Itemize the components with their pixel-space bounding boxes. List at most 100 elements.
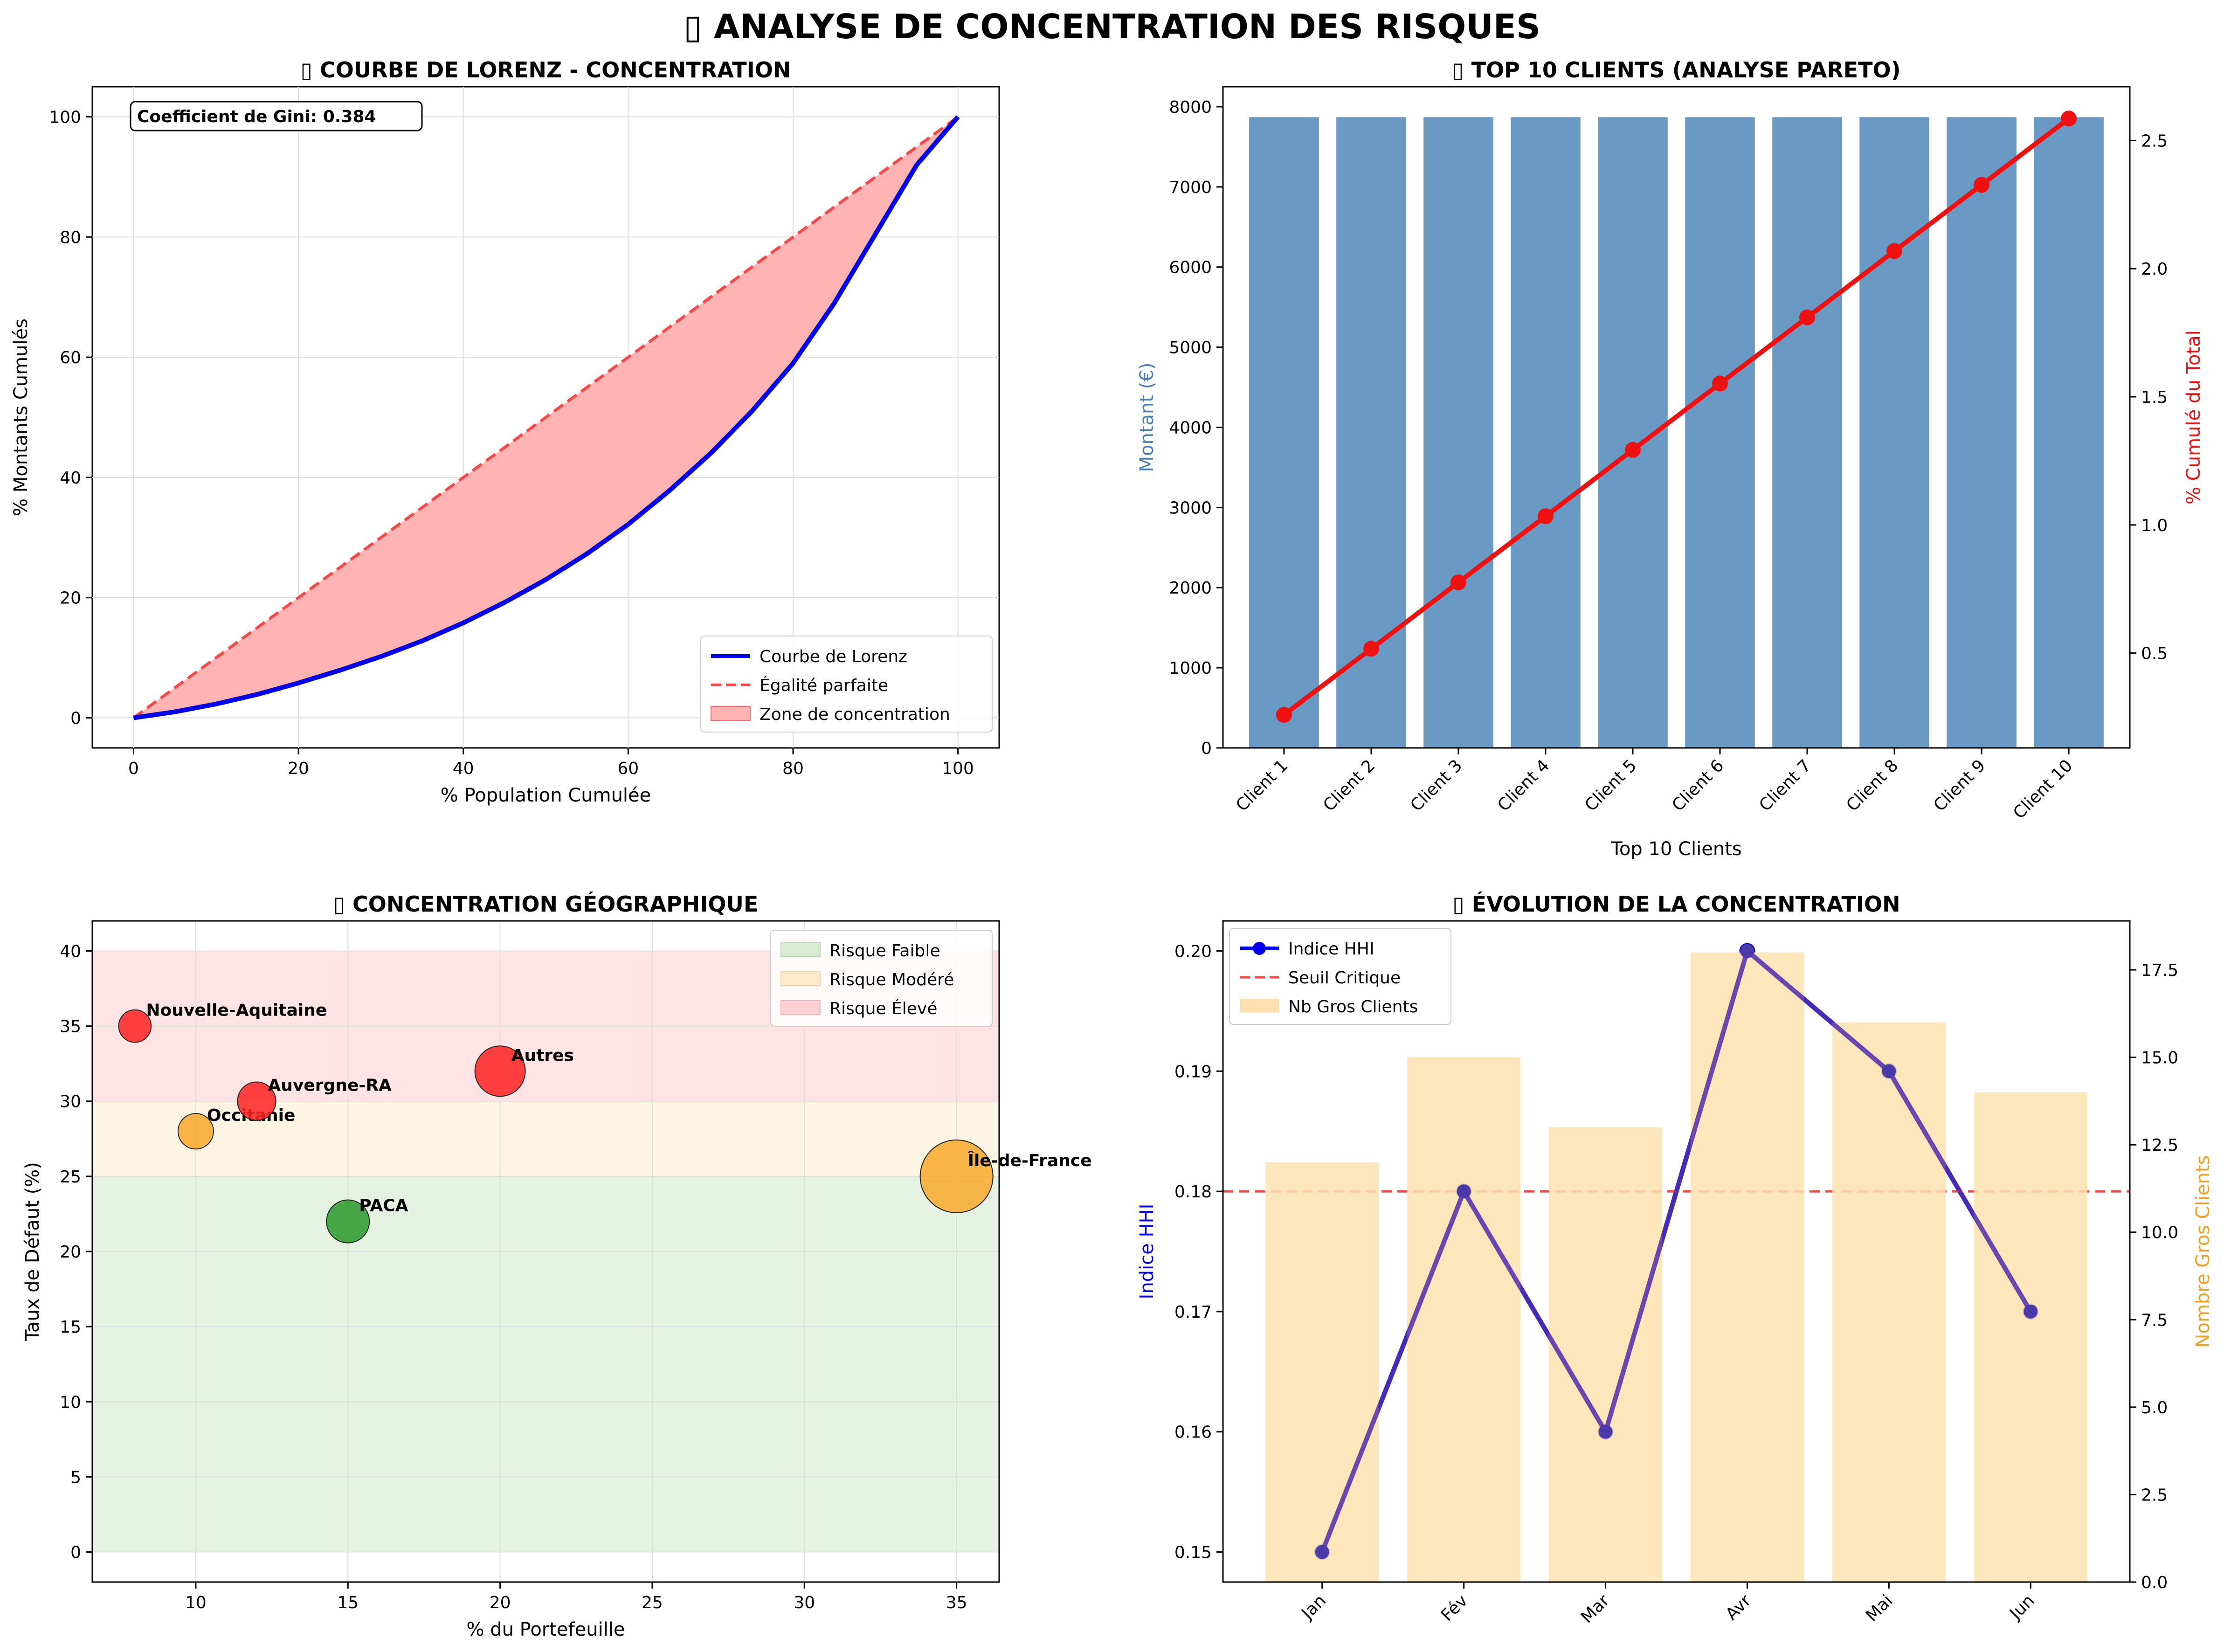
y-tick-label: 0.18 xyxy=(1174,1182,1212,1202)
plot-frame xyxy=(1222,86,2131,749)
region-point xyxy=(474,1045,526,1097)
y2-tick-label: 10.0 xyxy=(2141,1223,2178,1243)
hhi-point-overlay xyxy=(1457,1184,1471,1199)
hhi-line-overlay xyxy=(1320,947,2033,1553)
pareto-bar xyxy=(1511,117,1581,748)
x-tick-label: Client 6 xyxy=(1668,756,1727,815)
y-tick-label: 30 xyxy=(60,1092,81,1112)
hhi-point-overlay xyxy=(1598,1424,1613,1439)
risk-band xyxy=(92,1176,999,1552)
region-label: Auvergne-RA xyxy=(268,1076,392,1095)
y-tick-label: 3000 xyxy=(1169,498,1212,518)
legend-label: Nb Gros Clients xyxy=(1288,997,1418,1016)
plot-frame xyxy=(91,920,1000,1583)
cumulative-point xyxy=(1450,574,1466,590)
hhi-point-overlay xyxy=(2024,1304,2038,1319)
region-point xyxy=(237,1081,276,1121)
cumulative-point xyxy=(1974,177,1990,193)
legend-box xyxy=(770,930,993,1027)
x-axis-label: Top 10 Clients xyxy=(1610,838,1741,860)
y-tick-label: 5000 xyxy=(1169,339,1212,358)
x-tick-label: 20 xyxy=(288,759,309,778)
cumulative-point xyxy=(1276,707,1292,723)
pareto-chart: ▯ TOP 10 CLIENTS (ANALYSE PARETO) 0 1000 20… xyxy=(1136,57,2204,860)
y-tick-label: 0 xyxy=(70,709,81,728)
hhi-point-overlay xyxy=(1315,1545,1329,1559)
legend-label: Risque Modéré xyxy=(829,970,954,989)
y-tick-label: 0 xyxy=(1201,739,1212,758)
gini-box xyxy=(130,101,423,131)
y-tick-label: 0.16 xyxy=(1174,1423,1212,1442)
y-axis-label: Montant (€) xyxy=(1136,363,1158,472)
x-tick-label: 80 xyxy=(782,759,804,778)
pareto-bar xyxy=(1947,117,2017,748)
x-tick-label: Client 3 xyxy=(1407,756,1466,815)
x-tick-label: Avr xyxy=(1722,1591,1755,1624)
legend-label: Égalité parfaite xyxy=(760,676,888,695)
page-title: ▯ ANALYSE DE CONCENTRATION DES RISQUES xyxy=(684,7,1540,46)
pareto-bar xyxy=(2034,117,2104,748)
big-clients-bar xyxy=(1265,1162,1379,1582)
legend-label: Risque Faible xyxy=(829,941,940,961)
y-tick-label: 100 xyxy=(49,108,81,127)
x-tick-label: Client 9 xyxy=(1930,756,1989,815)
legend-label: Zone de concentration xyxy=(760,705,950,724)
region-label: Autres xyxy=(511,1046,574,1065)
legend-swatch xyxy=(780,942,821,957)
y-tick-label: 80 xyxy=(60,228,81,247)
cumulative-point xyxy=(1537,508,1554,525)
y-tick-label: 35 xyxy=(60,1017,81,1037)
region-point xyxy=(326,1199,370,1244)
cumulative-point xyxy=(1799,309,1816,325)
legend-box xyxy=(1229,928,1451,1025)
region-label: PACA xyxy=(359,1196,408,1216)
x-tick-label: 25 xyxy=(642,1593,663,1612)
legend-label: Seuil Critique xyxy=(1288,968,1401,988)
y-tick-label: 15 xyxy=(60,1318,81,1337)
big-clients-bar xyxy=(1690,952,1804,1582)
big-clients-bar xyxy=(1974,1092,2087,1582)
x-tick-label: Jan xyxy=(1297,1591,1330,1624)
x-axis-label: % Population Cumulée xyxy=(441,785,651,806)
x-tick-label: Fév xyxy=(1437,1591,1471,1625)
lorenz-chart: ▯ COURBE DE LORENZ - CONCENTRATION 0 20 40 6… xyxy=(10,57,1000,806)
chart-title: ▯ ÉVOLUTION DE LA CONCENTRATION xyxy=(1452,892,1900,917)
cumulative-line xyxy=(1282,117,2071,717)
legend-swatch xyxy=(780,971,821,986)
x-tick-label: 10 xyxy=(185,1593,207,1612)
region-point xyxy=(177,1113,214,1150)
y2-tick-label: 7.5 xyxy=(2141,1311,2168,1330)
x-tick-label: 20 xyxy=(490,1593,511,1612)
chart-title: ▯ COURBE DE LORENZ - CONCENTRATION xyxy=(301,57,791,83)
evolution-chart: ▯ ÉVOLUTION DE LA CONCENTRATION 0.15 0.16 0… xyxy=(1136,892,2214,1627)
x-axis-label: % du Portefeuille xyxy=(466,1619,625,1640)
y-tick-label: 5 xyxy=(70,1468,81,1487)
y-tick-label: 0 xyxy=(70,1543,81,1562)
y2-tick-label: 12.5 xyxy=(2141,1136,2178,1155)
chart-title: ▯ TOP 10 CLIENTS (ANALYSE PARETO) xyxy=(1452,57,1900,83)
x-tick-label: 35 xyxy=(946,1593,967,1612)
region-label: Île-de-France xyxy=(968,1151,1092,1170)
x-tick-label: Mar xyxy=(1577,1591,1613,1627)
cumulative-point xyxy=(1886,243,1903,259)
y2-tick-label: 2.5 xyxy=(2141,131,2168,151)
chart-title: ▯ CONCENTRATION GÉOGRAPHIQUE xyxy=(333,892,759,917)
y-tick-label: 8000 xyxy=(1169,98,1212,117)
region-point xyxy=(118,1009,152,1043)
hhi-point-overlay xyxy=(1740,944,1754,958)
big-clients-bar xyxy=(1832,1022,1946,1582)
region-label: Nouvelle-Aquitaine xyxy=(146,1001,327,1020)
x-tick-label: Client 4 xyxy=(1494,756,1553,815)
x-tick-label: 40 xyxy=(453,759,474,778)
plot-frame xyxy=(1222,920,2131,1583)
y-axis-label: % Montants Cumulés xyxy=(10,318,32,516)
y2-axis-label: % Cumulé du Total xyxy=(2183,330,2204,505)
y-tick-label: 0.15 xyxy=(1174,1543,1212,1562)
y-tick-label: 40 xyxy=(60,469,81,488)
y-tick-label: 20 xyxy=(60,589,81,608)
y-tick-label: 25 xyxy=(60,1168,81,1187)
y-tick-label: 6000 xyxy=(1169,258,1212,277)
x-tick-label: Client 7 xyxy=(1755,756,1815,815)
x-tick-label: Client 8 xyxy=(1843,756,1902,815)
y-tick-label: 10 xyxy=(60,1393,81,1412)
